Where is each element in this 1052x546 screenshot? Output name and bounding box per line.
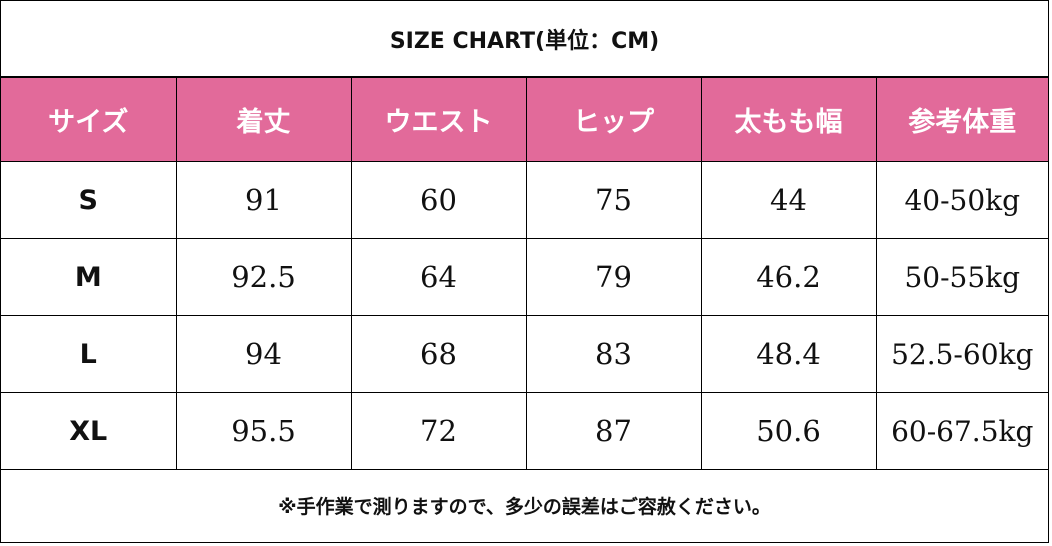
table-header-row: サイズ 着丈 ウエスト ヒップ 太もも幅 参考体重 <box>1 77 1048 162</box>
header-hip: ヒップ <box>525 77 702 162</box>
header-thigh: 太もも幅 <box>700 77 877 162</box>
thigh-cell: 46.2 <box>700 238 877 316</box>
hip-cell: 87 <box>525 392 702 470</box>
size-label: L <box>1 315 177 393</box>
thigh-cell: 48.4 <box>700 315 877 393</box>
length-cell: 94 <box>175 315 352 393</box>
weight-cell: 52.5-60kg <box>875 315 1048 393</box>
hip-cell: 79 <box>525 238 702 316</box>
size-label: S <box>1 161 177 239</box>
header-weight: 参考体重 <box>875 77 1048 162</box>
header-length: 着丈 <box>175 77 352 162</box>
hip-cell: 75 <box>525 161 702 239</box>
weight-cell: 60-67.5kg <box>875 392 1048 470</box>
waist-cell: 64 <box>350 238 527 316</box>
size-table: サイズ 着丈 ウエスト ヒップ 太もも幅 参考体重 S 91 60 75 44 … <box>1 77 1048 470</box>
table-row: XL 95.5 72 87 50.6 60-67.5kg <box>1 392 1048 470</box>
table-row: S 91 60 75 44 40-50kg <box>1 161 1048 239</box>
waist-cell: 68 <box>350 315 527 393</box>
chart-title: SIZE CHART(単位：CM) <box>1 1 1048 77</box>
waist-cell: 60 <box>350 161 527 239</box>
weight-cell: 50-55kg <box>875 238 1048 316</box>
hip-cell: 83 <box>525 315 702 393</box>
measurement-note: ※手作業で測りますので、多少の誤差はご容赦ください。 <box>278 496 771 518</box>
thigh-cell: 50.6 <box>700 392 877 470</box>
header-waist: ウエスト <box>350 77 527 162</box>
waist-cell: 72 <box>350 392 527 470</box>
header-size: サイズ <box>1 77 177 162</box>
size-label: XL <box>1 392 177 470</box>
weight-cell: 40-50kg <box>875 161 1048 239</box>
size-label: M <box>1 238 177 316</box>
length-cell: 95.5 <box>175 392 352 470</box>
thigh-cell: 44 <box>700 161 877 239</box>
table-row: L 94 68 83 48.4 52.5-60kg <box>1 315 1048 393</box>
length-cell: 91 <box>175 161 352 239</box>
length-cell: 92.5 <box>175 238 352 316</box>
table-row: M 92.5 64 79 46.2 50-55kg <box>1 238 1048 316</box>
